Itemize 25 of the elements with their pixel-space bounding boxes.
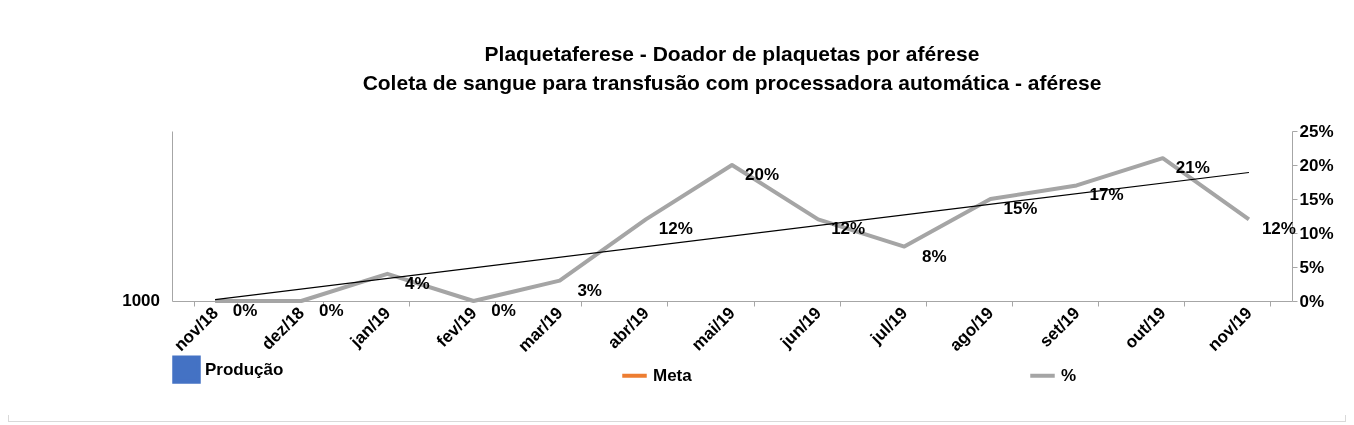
y2-tick-label: 20%: [1299, 155, 1334, 175]
data-label: 12%: [831, 219, 866, 239]
chart-title: Plaquetaferese - Doador de plaquetas por aférese: [484, 42, 980, 65]
data-label: 12%: [1261, 219, 1296, 239]
data-label: 4%: [405, 273, 430, 293]
y2-tick-label: 15%: [1299, 189, 1334, 209]
legend-label: Meta: [653, 365, 693, 385]
data-label: 0%: [232, 301, 258, 320]
y2-tick-label: 5%: [1299, 257, 1325, 277]
data-label: 3%: [577, 280, 602, 300]
y2-tick-label: 0%: [1299, 291, 1325, 311]
data-label: 0%: [318, 301, 344, 320]
data-label: 8%: [922, 246, 947, 266]
legend-label: Produção: [205, 359, 284, 379]
data-label: 20%: [744, 165, 780, 184]
data-label: 17%: [1089, 185, 1124, 205]
data-label: 21%: [1175, 158, 1210, 178]
legend-label: %: [1061, 365, 1077, 385]
text: 1000: [122, 291, 160, 310]
data-label: 12%: [658, 219, 693, 239]
y2-tick-label: 10%: [1299, 223, 1334, 243]
y2-tick-label: 25%: [1299, 121, 1334, 141]
data-label: 15%: [1003, 199, 1038, 218]
data-label: 0%: [491, 301, 516, 320]
chart-subtitle: Coleta de sangue para transfusão com processadora automática - aférese: [362, 71, 1102, 94]
